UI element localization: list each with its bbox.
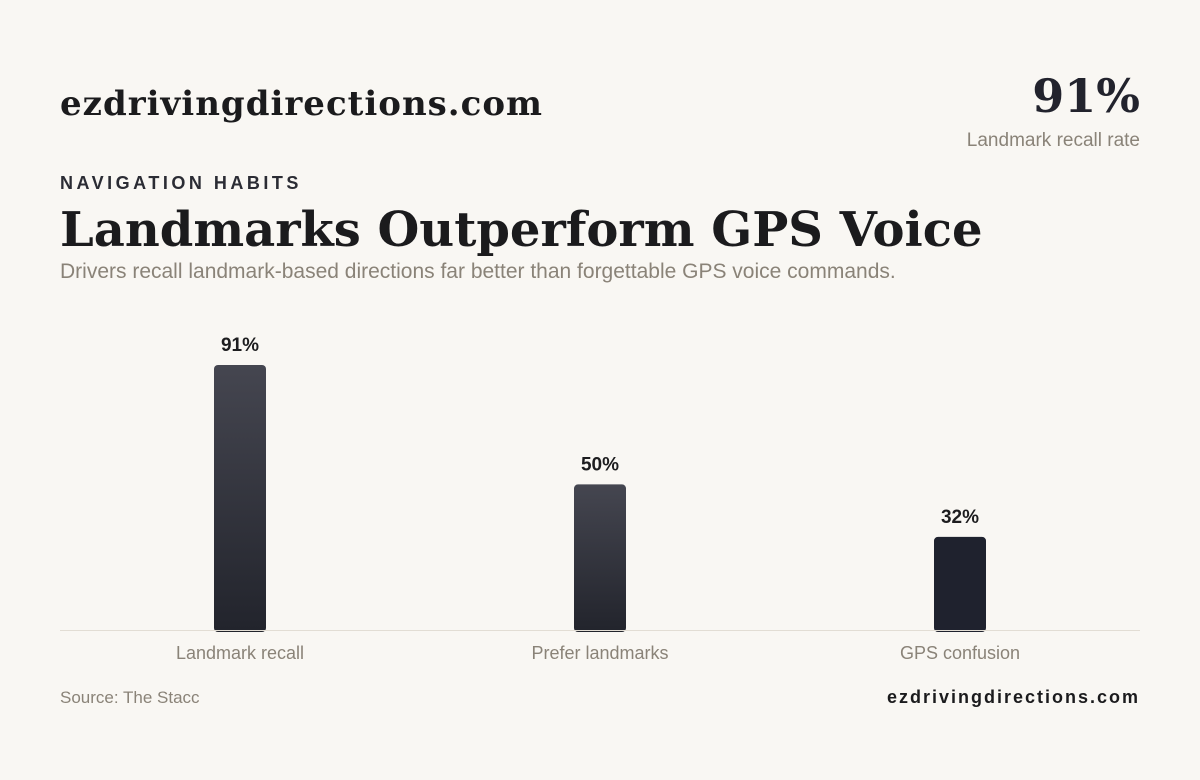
bar-landmark-recall — [214, 365, 266, 632]
category-label: GPS confusion — [900, 643, 1020, 663]
data-label: 50% — [581, 454, 619, 475]
bar-prefer-landmarks — [574, 484, 626, 632]
eyebrow-label: NAVIGATION HABITS — [60, 173, 302, 193]
footer-source: Source: The Stacc — [60, 688, 200, 707]
data-label: 91% — [221, 335, 259, 356]
category-label: Prefer landmarks — [531, 643, 668, 663]
chart-title: Landmarks Outperform GPS Voice — [60, 202, 983, 258]
highlight-stat-value: 91% — [1032, 69, 1140, 123]
data-label: 32% — [941, 507, 979, 528]
brand-title: ezdrivingdirections.com — [60, 84, 543, 124]
footer-brand: ezdrivingdirections.com — [886, 687, 1140, 707]
category-label: Landmark recall — [176, 643, 304, 663]
highlight-stat-label: Landmark recall rate — [966, 130, 1140, 151]
bar-gps-confusion — [934, 536, 986, 632]
highlight-stat: 91% Landmark recall rate — [967, 68, 1140, 152]
bar-chart: 91% Landmark recall 50% Prefer landmarks 32%… — [60, 335, 1140, 663]
chart-subtitle: Drivers recall landmark-based directions… — [60, 260, 896, 283]
